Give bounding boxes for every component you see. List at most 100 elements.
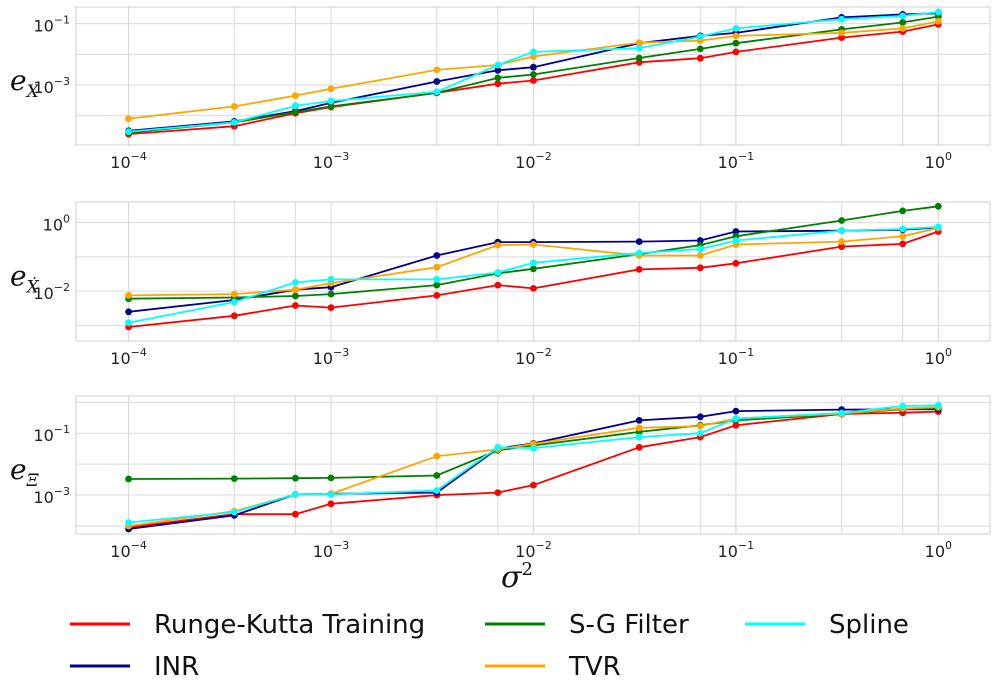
data-point xyxy=(292,279,299,286)
x-axis-label: σ2 xyxy=(501,559,533,595)
y-axis-label-base: e xyxy=(10,260,27,293)
data-point xyxy=(530,241,537,248)
y-tick-base: 10 xyxy=(33,426,53,445)
data-point xyxy=(635,417,643,424)
data-point xyxy=(899,402,907,410)
x-tick-exponent: −3 xyxy=(333,539,349,552)
x-tick-exponent: −2 xyxy=(536,150,552,163)
data-point xyxy=(530,265,537,273)
data-point xyxy=(732,39,740,47)
data-point xyxy=(635,433,643,441)
y-axis-label-base: e xyxy=(10,64,27,97)
data-point xyxy=(530,71,537,78)
plot-frame xyxy=(75,6,991,146)
data-point xyxy=(433,263,441,271)
data-point xyxy=(732,259,740,267)
data-point xyxy=(433,292,441,299)
data-point xyxy=(732,48,740,56)
y-tick-base: 10 xyxy=(33,78,53,97)
x-tick-base: 10 xyxy=(110,349,130,368)
y-tick-base: 10 xyxy=(43,216,63,235)
data-point xyxy=(292,92,299,99)
x-tick-exponent: −1 xyxy=(738,150,754,163)
data-point xyxy=(934,17,942,25)
data-point xyxy=(230,103,238,110)
data-point xyxy=(494,241,502,249)
data-point xyxy=(635,54,643,62)
x-tick-label: 10−1 xyxy=(718,150,755,172)
x-tick-label: 100 xyxy=(925,150,952,172)
data-point xyxy=(732,237,740,244)
x-tick-exponent: 0 xyxy=(945,539,952,552)
data-point xyxy=(292,102,299,110)
data-point xyxy=(899,225,907,233)
data-point xyxy=(732,407,740,415)
data-point xyxy=(125,319,132,327)
x-tick-exponent: −1 xyxy=(738,539,754,552)
data-point xyxy=(635,39,643,47)
x-tick-base: 10 xyxy=(515,153,535,172)
data-point xyxy=(125,308,132,316)
x-tick-base: 10 xyxy=(925,153,945,172)
x-tick-label: 10−4 xyxy=(110,346,147,368)
data-point xyxy=(433,252,441,259)
x-tick-label: 10−4 xyxy=(110,539,147,561)
x-tick-base: 10 xyxy=(313,153,333,172)
data-point xyxy=(494,61,502,69)
x-tick-exponent: −2 xyxy=(536,539,552,552)
data-point xyxy=(433,472,441,479)
data-point xyxy=(635,249,643,257)
data-point xyxy=(230,312,238,320)
x-axis-label-text: σ2 xyxy=(501,559,533,595)
data-point xyxy=(838,15,845,23)
legend-item: Runge-Kutta Training xyxy=(70,610,425,640)
x-tick-exponent: −1 xyxy=(738,346,754,359)
data-point xyxy=(230,508,238,516)
x-tick-label: 10−2 xyxy=(515,346,552,368)
data-point xyxy=(530,444,537,452)
data-point xyxy=(635,266,643,273)
x-tick-label: 10−4 xyxy=(110,150,147,172)
x-axis-label-base: σ xyxy=(501,560,523,595)
y-tick-label: 10−1 xyxy=(33,14,70,36)
data-point xyxy=(934,202,942,210)
legend-item: S-G Filter xyxy=(485,610,689,640)
data-point xyxy=(696,429,704,437)
data-point xyxy=(696,264,704,272)
data-point xyxy=(292,491,299,498)
x-tick-base: 10 xyxy=(110,153,130,172)
y-tick-base: 10 xyxy=(33,488,53,507)
data-point xyxy=(530,63,537,71)
data-point xyxy=(696,45,704,53)
y-axis-label-subscript: Ẋ xyxy=(25,277,40,298)
data-point xyxy=(494,489,502,496)
data-point xyxy=(494,80,502,88)
data-point xyxy=(433,78,441,85)
x-tick-base: 10 xyxy=(718,153,738,172)
x-tick-exponent: −3 xyxy=(333,346,349,359)
y-tick-label: 10−3 xyxy=(33,485,70,507)
data-point xyxy=(327,276,335,283)
x-tick-label: 100 xyxy=(925,539,952,561)
data-point xyxy=(899,232,907,240)
data-point xyxy=(696,33,704,40)
data-point xyxy=(838,34,845,41)
x-tick-label: 10−2 xyxy=(515,539,552,561)
data-point xyxy=(433,88,441,96)
x-tick-base: 10 xyxy=(718,349,738,368)
data-point xyxy=(732,25,740,32)
data-point xyxy=(696,245,704,253)
data-point xyxy=(838,29,845,37)
data-point xyxy=(732,32,740,40)
legend-item: Spline xyxy=(745,610,909,640)
y-tick-base: 10 xyxy=(33,284,53,303)
x-tick-label: 10−1 xyxy=(718,539,755,561)
data-point xyxy=(327,103,335,110)
data-point xyxy=(433,452,441,460)
data-point xyxy=(635,424,643,432)
data-point xyxy=(494,269,502,276)
data-point xyxy=(696,422,704,430)
x-tick-exponent: −4 xyxy=(131,539,147,552)
